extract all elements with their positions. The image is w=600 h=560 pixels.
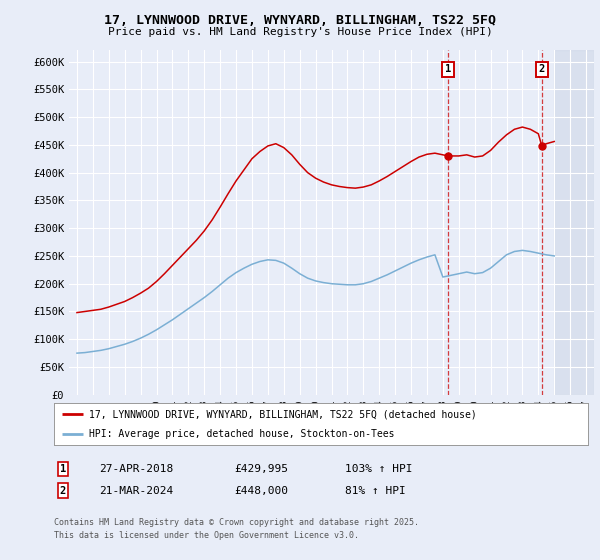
Text: 21-MAR-2024: 21-MAR-2024 (99, 486, 173, 496)
Text: 1: 1 (445, 64, 451, 74)
Text: 17, LYNNWOOD DRIVE, WYNYARD, BILLINGHAM, TS22 5FQ (detached house): 17, LYNNWOOD DRIVE, WYNYARD, BILLINGHAM,… (89, 409, 476, 419)
Text: 2: 2 (60, 486, 66, 496)
Text: 1: 1 (60, 464, 66, 474)
Text: 103% ↑ HPI: 103% ↑ HPI (345, 464, 413, 474)
Text: 2: 2 (539, 64, 545, 74)
Text: HPI: Average price, detached house, Stockton-on-Tees: HPI: Average price, detached house, Stoc… (89, 430, 394, 439)
Text: 81% ↑ HPI: 81% ↑ HPI (345, 486, 406, 496)
Bar (554, 50, 594, 395)
Text: £448,000: £448,000 (234, 486, 288, 496)
Text: Contains HM Land Registry data © Crown copyright and database right 2025.
This d: Contains HM Land Registry data © Crown c… (54, 518, 419, 540)
Text: Price paid vs. HM Land Registry's House Price Index (HPI): Price paid vs. HM Land Registry's House … (107, 27, 493, 38)
Text: 17, LYNNWOOD DRIVE, WYNYARD, BILLINGHAM, TS22 5FQ: 17, LYNNWOOD DRIVE, WYNYARD, BILLINGHAM,… (104, 14, 496, 27)
Text: 27-APR-2018: 27-APR-2018 (99, 464, 173, 474)
Text: £429,995: £429,995 (234, 464, 288, 474)
